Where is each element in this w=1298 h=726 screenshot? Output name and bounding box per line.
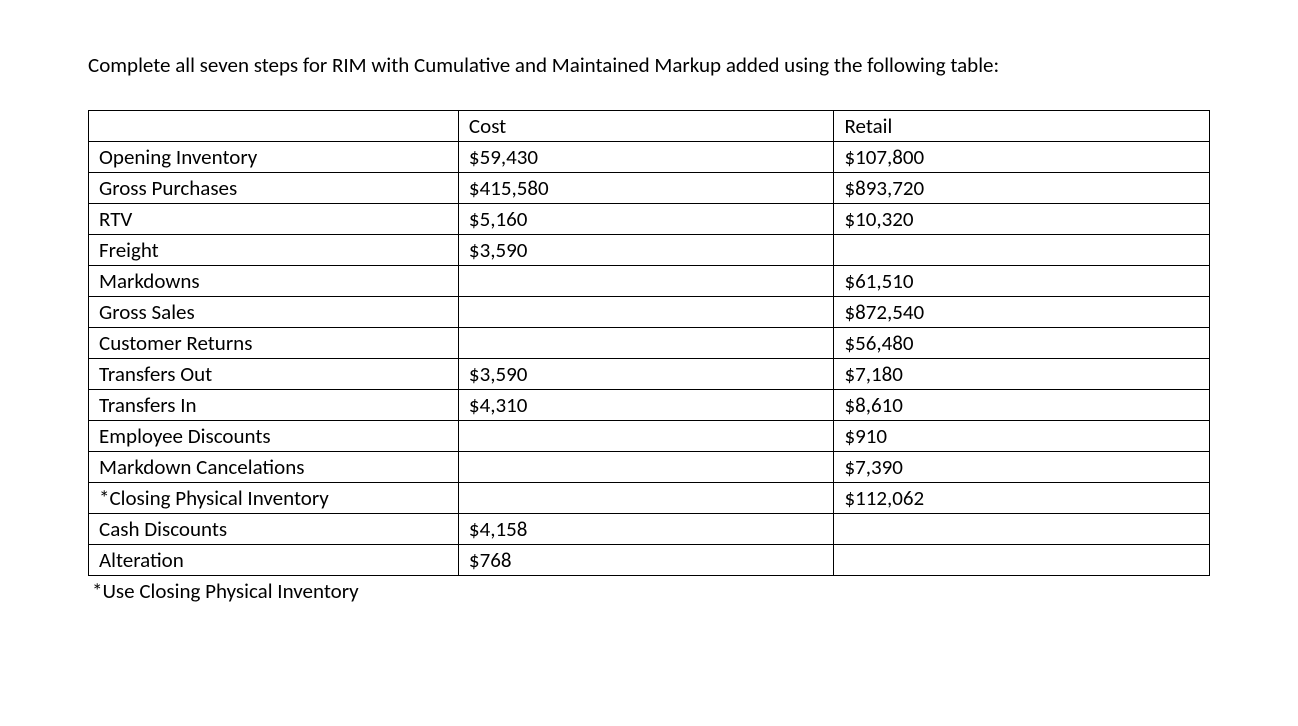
row-label: Transfers Out [89,359,459,390]
footnote-text: *Use Closing Physical Inventory [88,578,1210,604]
row-retail [834,235,1210,266]
row-label: Gross Purchases [89,173,459,204]
table-row: Gross Purchases $415,580 $893,720 [89,173,1210,204]
row-retail [834,514,1210,545]
row-cost: $415,580 [458,173,834,204]
row-cost [458,297,834,328]
row-retail: $61,510 [834,266,1210,297]
row-retail: $112,062 [834,483,1210,514]
row-cost [458,266,834,297]
row-retail: $893,720 [834,173,1210,204]
row-retail: $107,800 [834,142,1210,173]
header-retail: Retail [834,111,1210,142]
row-cost [458,452,834,483]
row-cost: $768 [458,545,834,576]
row-cost: $4,310 [458,390,834,421]
table-row: *Closing Physical Inventory $112,062 [89,483,1210,514]
row-cost: $3,590 [458,235,834,266]
table-row: Cash Discounts $4,158 [89,514,1210,545]
table-row: RTV $5,160 $10,320 [89,204,1210,235]
row-label: Gross Sales [89,297,459,328]
row-retail [834,545,1210,576]
row-cost: $59,430 [458,142,834,173]
row-cost [458,328,834,359]
row-retail: $872,540 [834,297,1210,328]
table-row: Transfers Out $3,590 $7,180 [89,359,1210,390]
row-cost: $3,590 [458,359,834,390]
instruction-text: Complete all seven steps for RIM with Cu… [88,50,1210,80]
row-retail: $10,320 [834,204,1210,235]
table-row: Transfers In $4,310 $8,610 [89,390,1210,421]
row-cost: $5,160 [458,204,834,235]
table-row: Freight $3,590 [89,235,1210,266]
row-label: Alteration [89,545,459,576]
row-label: Transfers In [89,390,459,421]
row-label: Employee Discounts [89,421,459,452]
row-label: Cash Discounts [89,514,459,545]
header-cost: Cost [458,111,834,142]
row-retail: $910 [834,421,1210,452]
row-retail: $8,610 [834,390,1210,421]
row-retail: $7,180 [834,359,1210,390]
row-label: Markdown Cancelations [89,452,459,483]
table-row: Employee Discounts $910 [89,421,1210,452]
row-label: Freight [89,235,459,266]
row-cost [458,421,834,452]
row-label: *Closing Physical Inventory [89,483,459,514]
row-cost [458,483,834,514]
table-header-row: Cost Retail [89,111,1210,142]
table-row: Markdowns $61,510 [89,266,1210,297]
row-label: Customer Returns [89,328,459,359]
table-row: Opening Inventory $59,430 $107,800 [89,142,1210,173]
rim-data-table: Cost Retail Opening Inventory $59,430 $1… [88,110,1210,576]
table-row: Customer Returns $56,480 [89,328,1210,359]
row-retail: $7,390 [834,452,1210,483]
row-label: Markdowns [89,266,459,297]
table-row: Gross Sales $872,540 [89,297,1210,328]
table-row: Markdown Cancelations $7,390 [89,452,1210,483]
header-label [89,111,459,142]
table-row: Alteration $768 [89,545,1210,576]
row-label: Opening Inventory [89,142,459,173]
row-cost: $4,158 [458,514,834,545]
row-label: RTV [89,204,459,235]
row-retail: $56,480 [834,328,1210,359]
